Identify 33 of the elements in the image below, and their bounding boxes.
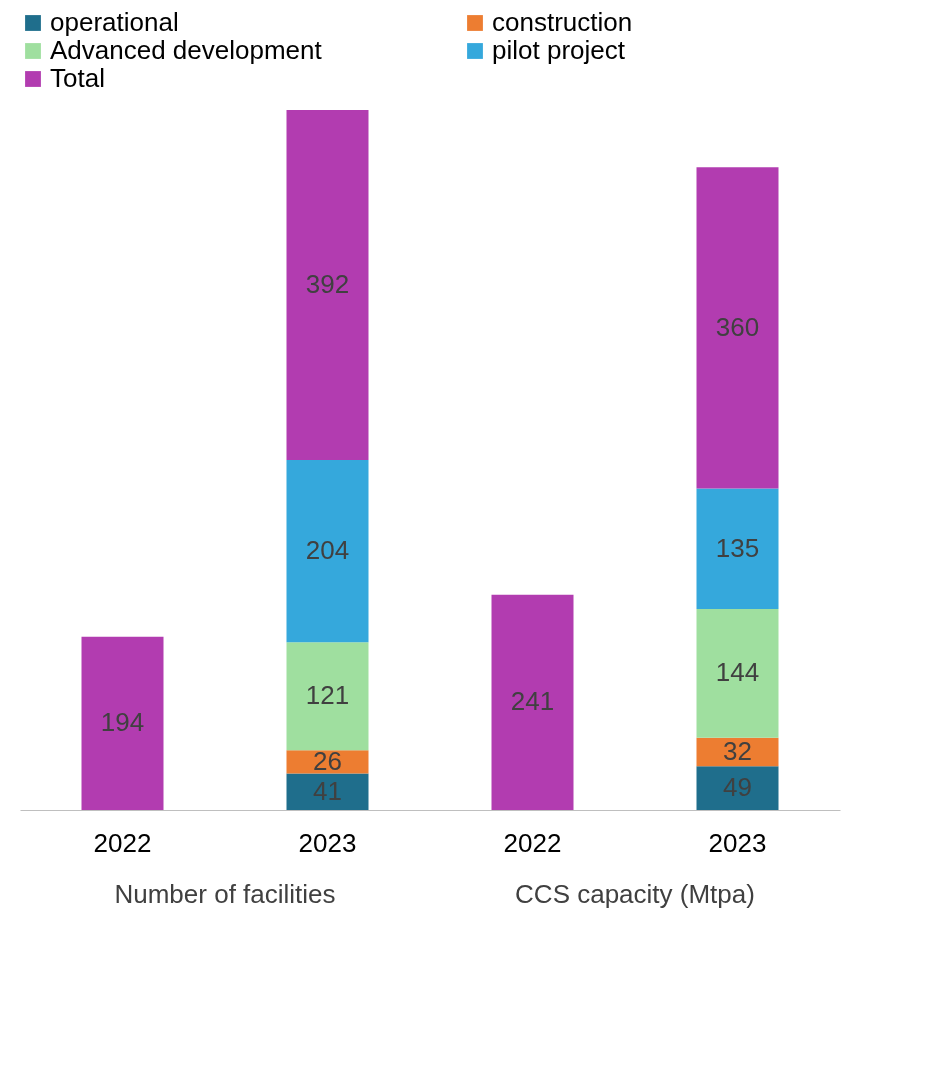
bar (696, 167, 779, 489)
data-label: 392 (305, 269, 350, 299)
bar (491, 594, 574, 810)
x-tick-label: 2023 (298, 827, 357, 858)
x-tick-label: 2022 (93, 827, 152, 858)
data-label: 194 (100, 707, 145, 738)
data-label: 144 (715, 657, 760, 688)
legend-label: Total (50, 63, 105, 93)
data-label: 121 (305, 680, 350, 711)
bar (286, 110, 369, 460)
bar (286, 642, 369, 751)
text: Number of facilities (114, 879, 336, 909)
bar (696, 609, 779, 738)
x-tick-label: 2023 (708, 827, 767, 858)
data-label: 32 (723, 735, 752, 766)
data-label: 241 (510, 686, 555, 717)
bar (286, 460, 369, 643)
data-label: 41 (313, 775, 342, 806)
legend-label: construction (492, 7, 633, 37)
bar (286, 773, 369, 810)
legend-label: pilot project (492, 35, 626, 65)
data-label: 49 (723, 772, 752, 803)
bar (696, 766, 779, 810)
data-label: 360 (715, 311, 760, 342)
text: CCS capacity (Mtpa) (515, 879, 755, 909)
legend-label: Advanced development (50, 35, 323, 65)
bar (696, 488, 779, 610)
legend-label: operational (50, 7, 179, 37)
data-label: 26 (313, 745, 342, 776)
bar (81, 636, 164, 810)
data-label: 204 (305, 535, 350, 566)
x-tick-label: 2022 (503, 827, 562, 858)
data-label: 135 (715, 532, 760, 563)
